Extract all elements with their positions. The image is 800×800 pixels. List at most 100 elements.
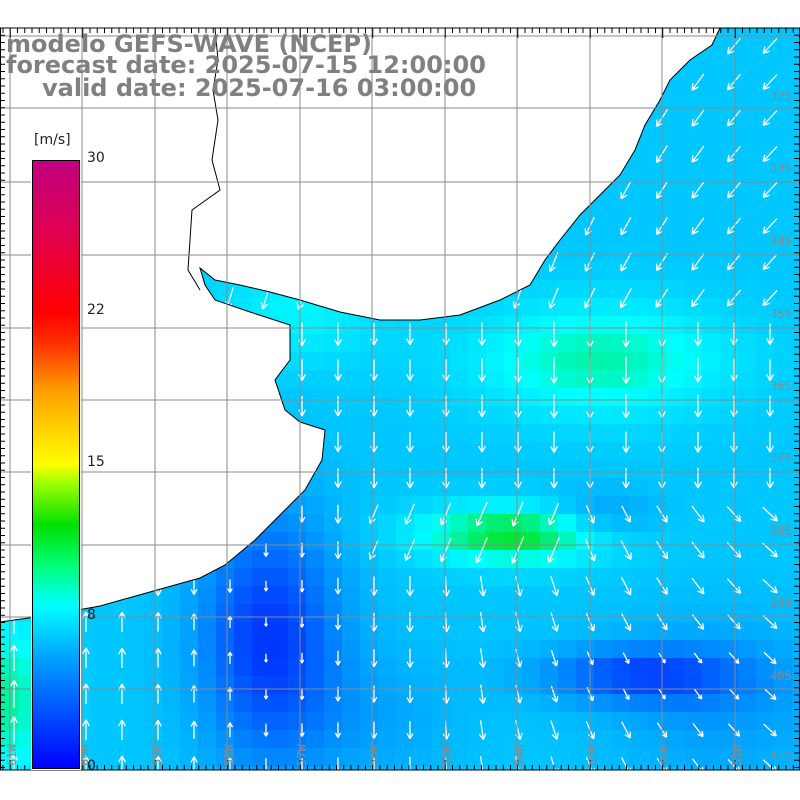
graticule bbox=[0, 27, 800, 771]
speed-cell bbox=[702, 586, 721, 605]
speed-cell bbox=[306, 370, 325, 389]
speed-cell bbox=[756, 550, 775, 569]
speed-cell bbox=[666, 352, 685, 371]
speed-cell bbox=[108, 712, 127, 731]
speed-cell bbox=[306, 298, 325, 317]
wind-arrow bbox=[622, 356, 630, 384]
speed-cell bbox=[144, 136, 163, 155]
speed-cell bbox=[306, 496, 325, 515]
speed-cell bbox=[126, 586, 145, 605]
speed-cell bbox=[756, 172, 775, 191]
model-title: modelo GEFS-WAVE (NCEP) bbox=[6, 30, 372, 58]
speed-cell bbox=[720, 46, 739, 65]
wind-arrow bbox=[8, 180, 18, 201]
speed-cell bbox=[702, 370, 721, 389]
speed-cell bbox=[684, 748, 703, 767]
speed-cell bbox=[306, 550, 325, 569]
speed-cell bbox=[198, 118, 217, 137]
speed-cell bbox=[486, 262, 505, 281]
speed-cell bbox=[558, 568, 577, 587]
speed-cell bbox=[756, 82, 775, 101]
speed-cell bbox=[630, 262, 649, 281]
speed-cell bbox=[468, 388, 487, 407]
speed-cell bbox=[558, 208, 577, 227]
speed-cell bbox=[738, 370, 757, 389]
speed-cell bbox=[720, 172, 739, 191]
speed-cell bbox=[198, 586, 217, 605]
wind-arrow bbox=[766, 467, 774, 489]
speed-cell bbox=[252, 226, 271, 245]
speed-cell bbox=[504, 46, 523, 65]
speed-cell bbox=[774, 226, 793, 245]
speed-cell bbox=[666, 604, 685, 623]
wind-arrow bbox=[262, 432, 270, 452]
speed-cell bbox=[234, 208, 253, 227]
speed-cell bbox=[306, 154, 325, 173]
speed-cell bbox=[162, 316, 181, 335]
speed-cell bbox=[324, 676, 343, 695]
speed-cell bbox=[414, 622, 433, 641]
wind-arrow bbox=[619, 287, 632, 309]
speed-cell bbox=[594, 640, 613, 659]
speed-cell bbox=[738, 586, 757, 605]
speed-cell bbox=[198, 298, 217, 317]
wind-arrow bbox=[404, 180, 414, 201]
speed-cell bbox=[666, 136, 685, 155]
wind-arrow bbox=[118, 467, 126, 489]
speed-cell bbox=[612, 676, 631, 695]
wind-arrow bbox=[262, 359, 270, 381]
speed-cell bbox=[270, 136, 289, 155]
speed-cell bbox=[468, 424, 487, 443]
speed-cell bbox=[18, 658, 37, 677]
speed-cell bbox=[522, 352, 541, 371]
speed-cell bbox=[396, 388, 415, 407]
speed-cell bbox=[756, 118, 775, 137]
colorbar-tick-0: 0 bbox=[87, 758, 96, 774]
speed-cell bbox=[360, 586, 379, 605]
speed-cell bbox=[504, 298, 523, 317]
wind-arrow bbox=[622, 688, 630, 701]
speed-cell bbox=[306, 190, 325, 209]
speed-cell bbox=[324, 280, 343, 299]
speed-cell bbox=[756, 64, 775, 83]
speed-cell bbox=[738, 334, 757, 353]
speed-cell bbox=[738, 748, 757, 767]
speed-cell bbox=[360, 460, 379, 479]
speed-cell bbox=[450, 280, 469, 299]
speed-cell bbox=[684, 712, 703, 731]
speed-cell bbox=[144, 694, 163, 713]
speed-cell bbox=[342, 136, 361, 155]
wind-arrow bbox=[260, 180, 270, 201]
speed-cell bbox=[252, 478, 271, 497]
speed-cell bbox=[540, 604, 559, 623]
speed-cell bbox=[774, 550, 793, 569]
speed-cell bbox=[666, 208, 685, 227]
wind-arrow bbox=[766, 395, 774, 417]
speed-cell bbox=[198, 334, 217, 353]
speed-cell bbox=[558, 424, 577, 443]
speed-cell bbox=[702, 154, 721, 173]
speed-cell bbox=[108, 226, 127, 245]
speed-cell bbox=[468, 208, 487, 227]
speed-cell bbox=[774, 190, 793, 209]
speed-cell bbox=[432, 640, 451, 659]
speed-cell bbox=[252, 208, 271, 227]
speed-cell bbox=[414, 352, 433, 371]
speed-cell bbox=[144, 370, 163, 389]
speed-cell bbox=[630, 568, 649, 587]
wind-arrow bbox=[332, 180, 342, 201]
speed-cell bbox=[504, 82, 523, 101]
speed-cell bbox=[432, 172, 451, 191]
speed-cell bbox=[378, 514, 397, 533]
speed-cell bbox=[234, 658, 253, 677]
speed-cell bbox=[198, 496, 217, 515]
speed-cell bbox=[0, 766, 19, 770]
speed-cell bbox=[576, 478, 595, 497]
speed-cell bbox=[90, 406, 109, 425]
speed-cell bbox=[108, 550, 127, 569]
speed-cell bbox=[630, 748, 649, 767]
speed-cell bbox=[378, 460, 397, 479]
speed-cell bbox=[396, 748, 415, 767]
speed-cell bbox=[630, 370, 649, 389]
